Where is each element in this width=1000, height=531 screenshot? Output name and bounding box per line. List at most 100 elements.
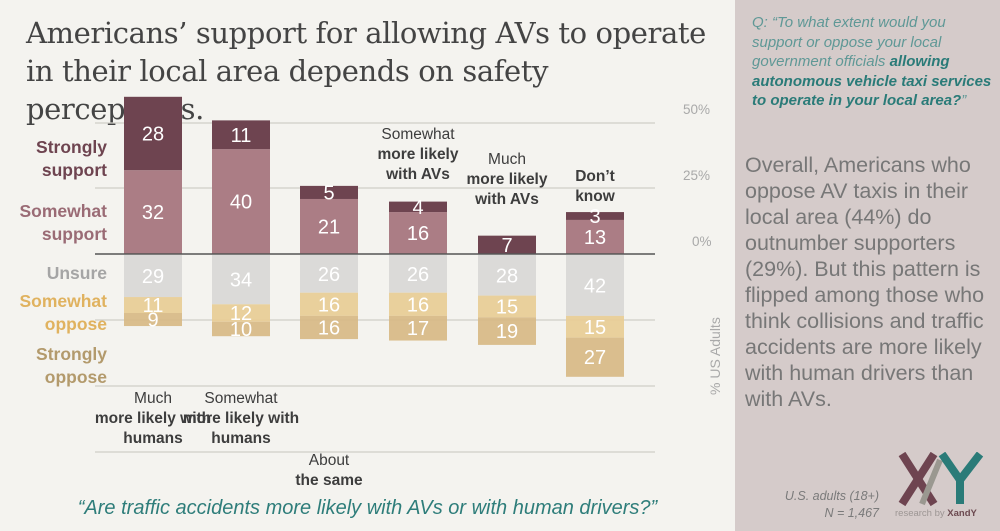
value-label-strongly-oppose: 19 — [496, 321, 518, 343]
bar-somewhat-support — [566, 219, 624, 254]
bar-unsure — [389, 255, 447, 293]
value-label-strongly-oppose: 27 — [584, 347, 606, 369]
value-label-somewhat-support: 40 — [230, 192, 252, 214]
sidebar: Q: “To what extent would you support or … — [735, 0, 1000, 531]
value-label-somewhat-support: 16 — [407, 223, 429, 245]
value-label-somewhat-oppose: 15 — [584, 317, 606, 339]
value-label-strongly-support: 28 — [142, 123, 164, 145]
value-label-strongly-support: 3 — [589, 206, 600, 228]
bar-unsure — [124, 255, 182, 298]
bar-unsure — [300, 255, 358, 293]
category-label-bold: more likely with AVs — [466, 171, 548, 208]
sample-size: N = 1,467 — [824, 506, 879, 520]
value-label-strongly-oppose: 9 — [147, 310, 158, 332]
xandy-logo-icon — [898, 452, 984, 507]
value-label-unsure: 26 — [407, 264, 429, 286]
y-tick-0: 0% — [692, 234, 712, 249]
value-label-strongly-support: 7 — [501, 235, 512, 257]
bar-strongly-support — [212, 120, 270, 150]
value-label-strongly-support: 4 — [412, 197, 423, 219]
logo-prefix: research by — [895, 508, 948, 519]
question-bold: allowing autonomous vehicle taxi service… — [752, 53, 992, 109]
bar-strongly-oppose — [124, 313, 182, 327]
category-label-bold: more likely with humans — [94, 410, 212, 447]
legend-item: Somewhat oppose — [19, 290, 107, 336]
bar-strongly-support — [389, 201, 447, 213]
value-label-strongly-support: 5 — [323, 182, 334, 204]
category-label-light: Somewhat — [381, 126, 455, 143]
bar-strongly-oppose — [212, 321, 270, 337]
logo-brand: XandY — [947, 508, 977, 519]
bar-somewhat-oppose — [478, 295, 536, 318]
legend-item: Strongly support — [36, 136, 107, 182]
bar-strongly-support — [124, 96, 182, 171]
bar-strongly-oppose — [478, 317, 536, 345]
value-label-somewhat-support: 32 — [142, 202, 164, 224]
value-label-somewhat-support: 13 — [584, 227, 606, 249]
chart-panel: Americans’ support for allowing AVs to o… — [19, 16, 723, 519]
legend-line2: oppose — [44, 314, 107, 334]
value-label-unsure: 26 — [318, 264, 340, 286]
value-label-unsure: 28 — [496, 265, 518, 287]
chart-title: Americans’ support for allowing AVs to o… — [26, 16, 706, 126]
bar-strongly-oppose — [300, 315, 358, 340]
sample-population: U.S. adults (18+) — [784, 489, 879, 503]
sample-info: U.S. adults (18+) N = 1,467 — [735, 488, 879, 522]
category-label: Somewhat more likely with AVs — [358, 125, 478, 185]
bar-unsure — [478, 255, 536, 296]
value-label-somewhat-oppose: 15 — [496, 296, 518, 318]
legend-line2: support — [41, 224, 107, 244]
bar-somewhat-oppose — [566, 315, 624, 338]
value-label-unsure: 29 — [142, 266, 164, 288]
bar-strongly-oppose — [566, 337, 624, 377]
legend-line1: Unsure — [46, 263, 107, 283]
bar-somewhat-support — [124, 170, 182, 254]
legend-line1: Strongly — [36, 137, 107, 157]
survey-question: Q: “To what extent would you support or … — [752, 13, 997, 111]
value-label-strongly-oppose: 17 — [407, 318, 429, 340]
legend-item: Somewhat support — [19, 200, 107, 246]
bar-strongly-support — [478, 235, 536, 254]
legend-line2: oppose — [44, 367, 107, 387]
legend-line1: Somewhat — [19, 201, 107, 221]
y-axis-label: % US Adults — [707, 317, 723, 395]
legend-item: Strongly oppose — [36, 343, 107, 389]
x-axis-question: “Are traffic accidents more likely with … — [77, 497, 658, 519]
value-label-somewhat-oppose: 12 — [230, 303, 252, 325]
value-label-unsure: 42 — [584, 275, 606, 297]
category-label: Much more likely with AVs — [447, 150, 567, 210]
value-label-unsure: 34 — [230, 270, 252, 292]
logo-caption: research by XandY — [895, 508, 977, 519]
value-label-somewhat-oppose: 16 — [318, 294, 340, 316]
category-label-light: Much — [488, 151, 526, 168]
stacked-bar-chart: 2832291191140341210521261616416261617728… — [95, 96, 655, 453]
legend-line2: support — [41, 160, 107, 180]
bar-unsure — [566, 255, 624, 316]
bar-strongly-oppose — [389, 315, 447, 341]
y-tick-25: 25% — [683, 168, 711, 183]
category-label: Much more likely with humans — [93, 389, 213, 449]
bar-somewhat-oppose — [389, 292, 447, 316]
legend-line1: Somewhat — [19, 291, 107, 311]
category-label: Don’t know — [535, 167, 655, 207]
category-label: About the same — [269, 451, 389, 491]
category-label-bold: more likely with AVs — [377, 146, 459, 183]
value-label-somewhat-oppose: 16 — [407, 294, 429, 316]
bar-somewhat-oppose — [212, 304, 270, 322]
bar-unsure — [212, 255, 270, 305]
value-label-strongly-oppose: 10 — [230, 319, 252, 341]
bar-somewhat-support — [389, 212, 447, 254]
value-label-somewhat-oppose: 11 — [143, 295, 164, 317]
category-label-light: Somewhat — [204, 390, 278, 407]
bar-somewhat-oppose — [124, 297, 182, 313]
bar-somewhat-oppose — [300, 292, 358, 316]
value-label-strongly-support: 11 — [231, 125, 252, 147]
legend-item: Unsure — [47, 262, 107, 285]
category-label-bold: more likely with humans — [182, 410, 300, 447]
bar-somewhat-support — [300, 198, 358, 254]
category-label-light: About — [308, 452, 350, 469]
category-label-light: Much — [134, 390, 172, 407]
question-suffix: ” — [961, 92, 967, 109]
category-label-bold: the same — [295, 472, 363, 489]
value-label-strongly-oppose: 16 — [318, 318, 340, 340]
